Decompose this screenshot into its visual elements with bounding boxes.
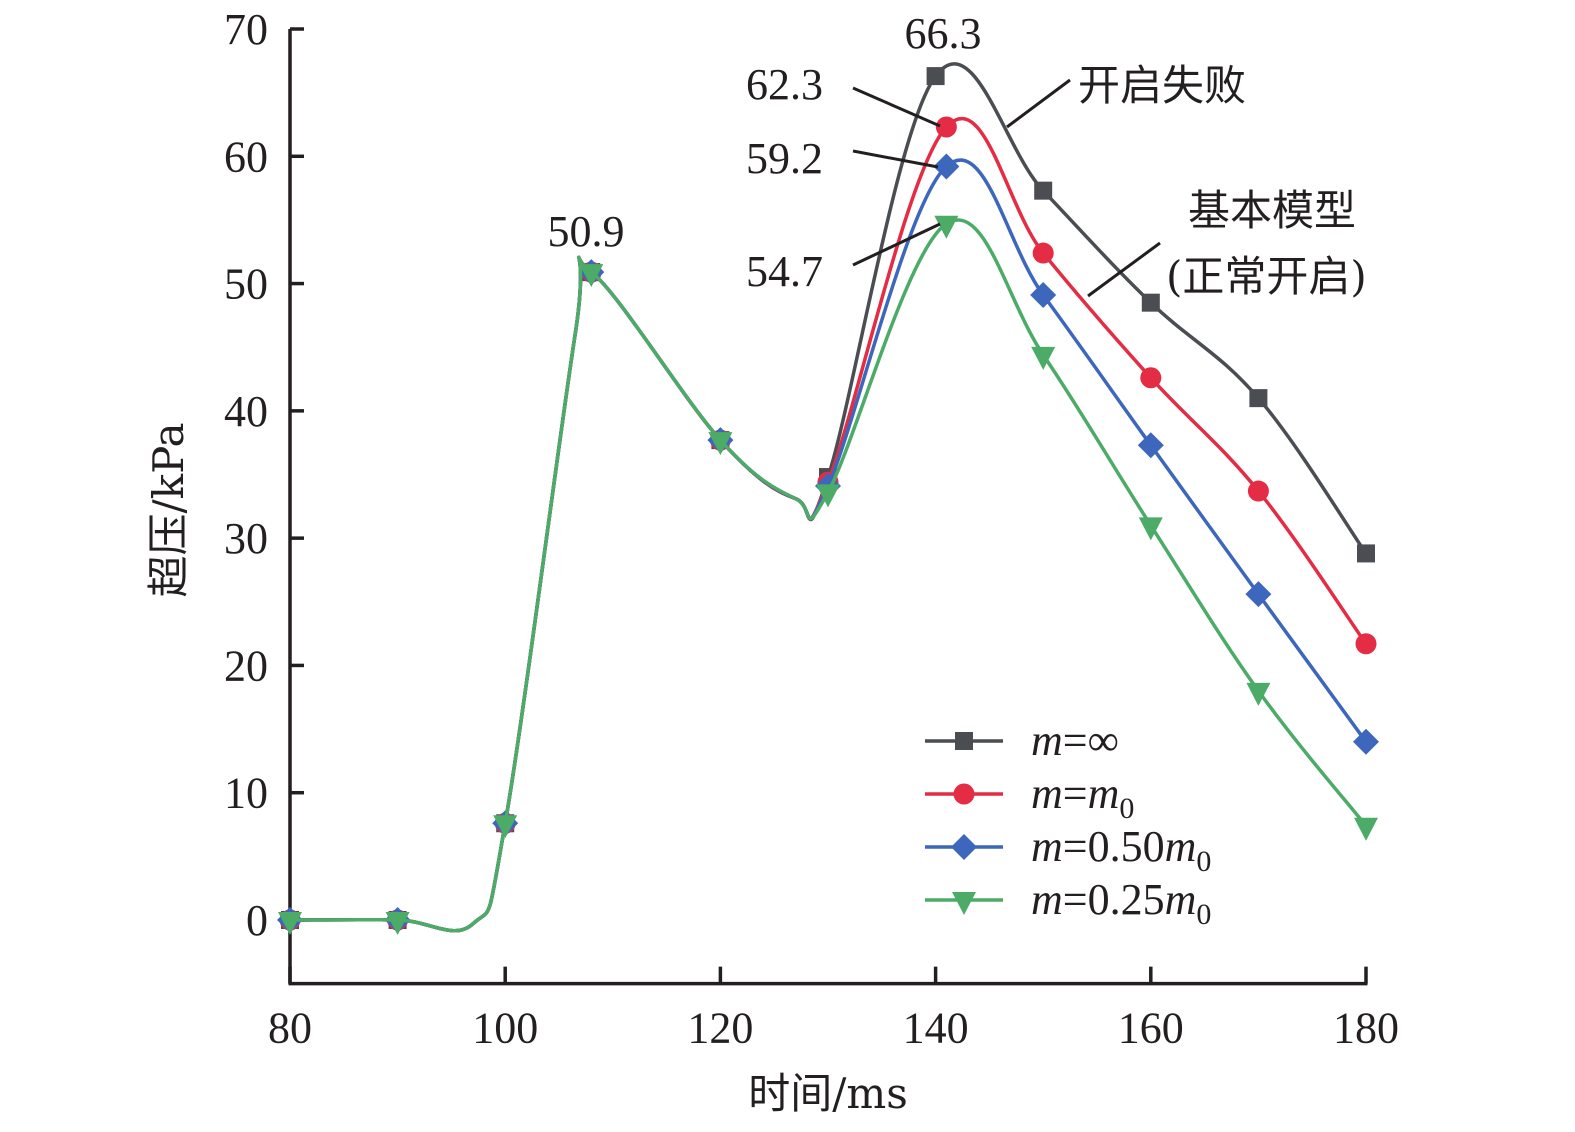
annotations: 50.9 66.3 62.3 59.2 54.7 开启失败 基本模型 (正常开启… <box>548 9 1367 301</box>
annotation-peak-62-3: 62.3 <box>746 60 823 109</box>
leader-open-failure <box>1006 78 1071 129</box>
x-tick-label: 180 <box>1333 1004 1399 1053</box>
legend-item: m=∞ <box>925 716 1119 765</box>
leader-62-3 <box>852 86 941 128</box>
data-point-marker <box>1247 480 1269 502</box>
x-tick-label: 100 <box>472 1004 538 1053</box>
series-1 <box>279 116 1377 933</box>
y-tick-label: 50 <box>224 260 268 309</box>
data-point-marker <box>1246 682 1271 706</box>
data-point-marker <box>1245 581 1272 608</box>
data-point-marker <box>1031 346 1056 370</box>
data-point-marker <box>1357 544 1375 563</box>
axes: 0 10 20 30 40 50 60 70 80 100 120 140 160 180 <box>224 5 1399 1053</box>
legend-label: m=0.25m0 <box>1031 875 1211 931</box>
data-point-marker <box>935 116 957 138</box>
data-point-marker <box>1354 817 1378 841</box>
annotation-peak-59-2: 59.2 <box>746 134 823 183</box>
y-tick-label: 10 <box>224 769 268 818</box>
data-point-marker <box>1353 728 1379 755</box>
series-line <box>289 116 1368 933</box>
y-axis-title: 超压/kPa <box>144 422 193 597</box>
leader-54-7 <box>852 222 941 267</box>
legend-item: m=m0 <box>925 769 1134 825</box>
legend-marker <box>952 892 976 915</box>
y-tick-label: 20 <box>224 641 268 690</box>
legend-item: m=0.50m0 <box>925 822 1211 878</box>
data-point-marker <box>926 67 945 86</box>
x-tick-label: 160 <box>1118 1004 1184 1053</box>
data-point-marker <box>278 912 302 935</box>
legend-label: m=∞ <box>1031 716 1119 765</box>
y-tick-label: 40 <box>224 387 268 436</box>
annotation-peak-66-3: 66.3 <box>905 9 982 58</box>
x-tick-label: 140 <box>903 1004 969 1053</box>
y-tick-label: 0 <box>246 896 268 945</box>
y-tick-label: 30 <box>224 514 268 563</box>
data-point-marker <box>1138 517 1163 541</box>
legend-marker <box>951 834 977 860</box>
series-line <box>289 218 1368 933</box>
legend-item: m=0.25m0 <box>925 875 1211 931</box>
series-3 <box>278 215 1378 935</box>
annotation-peak-50-9: 50.9 <box>548 207 625 256</box>
annotation-basic-model: 基本模型 <box>1188 186 1356 235</box>
data-point-marker <box>385 912 410 935</box>
y-tick-label: 70 <box>224 5 268 54</box>
legend-marker <box>953 783 975 805</box>
annotation-open-failure: 开启失败 <box>1078 61 1246 110</box>
data-point-marker <box>1141 293 1160 312</box>
data-point-marker <box>933 153 960 180</box>
data-point-marker <box>1140 367 1162 389</box>
data-point-marker <box>493 815 518 839</box>
x-tick-label: 120 <box>687 1004 753 1053</box>
data-point-marker <box>579 264 604 288</box>
annotation-peak-54-7: 54.7 <box>746 247 823 296</box>
data-point-marker <box>1032 242 1054 264</box>
annotation-normal-open: (正常开启) <box>1166 252 1367 301</box>
legend-marker <box>955 732 973 750</box>
data-point-marker <box>1034 181 1053 200</box>
legend-label: m=m0 <box>1031 769 1134 825</box>
data-point-marker <box>1249 389 1268 408</box>
y-tick-label: 60 <box>224 132 268 181</box>
series-layer <box>277 62 1379 935</box>
x-axis-title: 时间/ms <box>748 1069 908 1118</box>
data-point-marker <box>1355 633 1377 655</box>
data-point-marker <box>1030 282 1057 309</box>
data-point-marker <box>934 215 959 239</box>
legend-label: m=0.50m0 <box>1031 822 1211 878</box>
data-point-marker <box>708 432 733 456</box>
leader-59-2 <box>852 149 939 169</box>
x-tick-label: 80 <box>268 1004 312 1053</box>
data-point-marker <box>816 484 840 508</box>
data-point-marker <box>1137 432 1164 459</box>
leader-basic-model <box>1087 241 1161 298</box>
